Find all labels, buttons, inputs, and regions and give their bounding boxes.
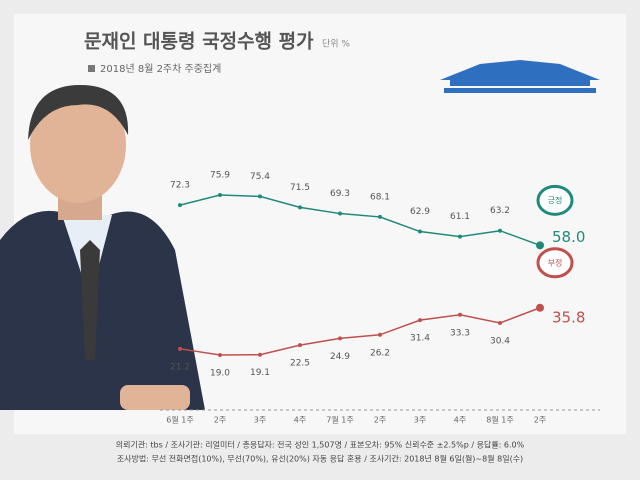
data-point bbox=[298, 205, 302, 210]
data-label: 63.2 bbox=[490, 206, 510, 216]
legend-label: 긍정 bbox=[548, 195, 563, 205]
x-tick-label: 3주 bbox=[414, 416, 426, 425]
data-point bbox=[378, 332, 382, 337]
x-tick-label: 4주 bbox=[454, 416, 466, 425]
data-label: 61.1 bbox=[450, 212, 470, 222]
note: 의뢰기관: tbs / 조사기관: 리얼미터 / 총응답자: 전국 성인 1,5… bbox=[116, 440, 525, 450]
x-tick-label: 3주 bbox=[254, 416, 266, 425]
data-label: 21.2 bbox=[170, 362, 190, 372]
data-label: 30.4 bbox=[490, 336, 510, 346]
person-figure bbox=[0, 85, 205, 410]
series-line bbox=[179, 307, 541, 356]
data-point bbox=[178, 203, 182, 208]
data-point bbox=[258, 352, 262, 357]
x-tick-label: 4주 bbox=[294, 416, 306, 425]
data-label: 72.3 bbox=[170, 181, 190, 191]
data-label: 22.5 bbox=[290, 359, 310, 369]
data-point bbox=[338, 211, 342, 216]
series-line bbox=[179, 194, 541, 247]
data-point bbox=[458, 312, 462, 317]
data-point bbox=[418, 318, 422, 323]
data-label: 33.3 bbox=[450, 328, 470, 338]
data-label: 58.0 bbox=[552, 228, 585, 246]
data-point bbox=[218, 353, 222, 357]
data-label: 75.4 bbox=[250, 172, 270, 182]
building-icon bbox=[440, 60, 600, 93]
data-label: 19.0 bbox=[210, 369, 230, 379]
data-point bbox=[378, 214, 382, 219]
x-tick-label: 2주 bbox=[214, 416, 226, 425]
data-point bbox=[536, 303, 544, 312]
data-point bbox=[218, 193, 222, 197]
data-label: 19.1 bbox=[250, 368, 270, 378]
legend-bubble bbox=[536, 184, 574, 216]
x-tick-label: 7월 1주 bbox=[326, 415, 353, 425]
data-label: 68.1 bbox=[370, 192, 390, 202]
chart-title: 문재인 대통령 국정수행 평가 bbox=[84, 31, 314, 53]
data-label: 31.4 bbox=[410, 334, 430, 344]
data-point bbox=[338, 336, 342, 341]
data-label: 75.9 bbox=[210, 171, 230, 181]
bullet bbox=[88, 65, 95, 72]
data-label: 35.8 bbox=[552, 308, 585, 326]
data-point bbox=[498, 320, 502, 325]
data-label: 26.2 bbox=[370, 348, 390, 358]
data-point bbox=[536, 241, 544, 250]
note: 조사방법: 무선 전화면접(10%), 무선(70%), 유선(20%) 자동 … bbox=[117, 454, 523, 464]
data-label: 24.9 bbox=[330, 352, 350, 362]
data-point bbox=[458, 234, 462, 239]
data-point bbox=[178, 346, 182, 351]
data-label: 62.9 bbox=[410, 207, 430, 217]
data-point bbox=[418, 229, 422, 234]
data-point bbox=[298, 343, 302, 348]
x-tick-label: 2주 bbox=[374, 416, 386, 425]
data-label: 69.3 bbox=[330, 189, 350, 199]
data-label: 71.5 bbox=[290, 183, 310, 193]
data-point bbox=[498, 228, 502, 233]
x-tick-label: 2주 bbox=[534, 416, 546, 425]
legend-bubble bbox=[536, 247, 574, 279]
data-point bbox=[258, 194, 262, 199]
x-tick-label: 8월 1주 bbox=[486, 415, 513, 425]
x-tick-label: 6월 1주 bbox=[166, 415, 193, 425]
legend-label: 부정 bbox=[548, 257, 563, 267]
unit: 단위 % bbox=[322, 39, 350, 50]
subtitle: 2018년 8월 2주차 주중집계 bbox=[100, 63, 221, 75]
